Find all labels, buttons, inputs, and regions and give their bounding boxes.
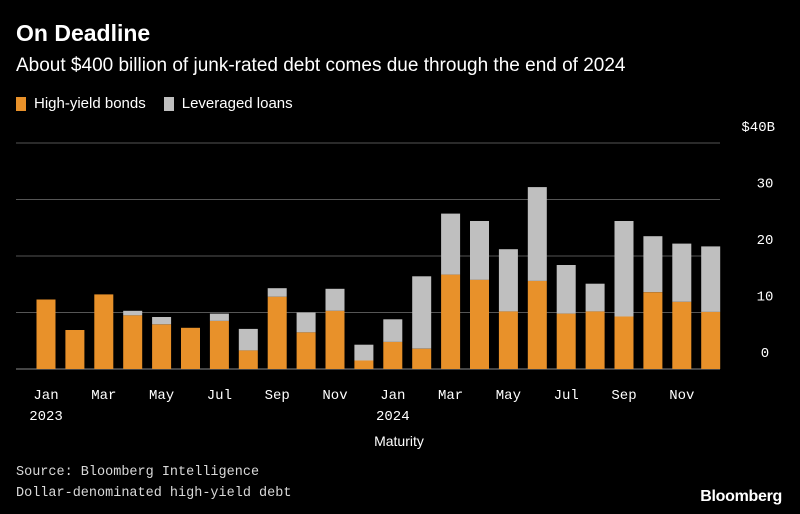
y-tick-label-30: 30	[757, 177, 774, 193]
bar-high-yield-bonds-4	[152, 324, 172, 369]
bar-leveraged-loans-9	[296, 312, 316, 333]
legend-item-leveraged-loans: Leveraged loans	[163, 95, 293, 112]
bar-high-yield-bonds-16	[498, 311, 518, 369]
bar-leveraged-loans-21	[643, 236, 663, 293]
bar-high-yield-bonds-7	[238, 350, 258, 369]
x-tick-label-22: Nov	[669, 388, 694, 404]
bar-high-yield-bonds-22	[672, 301, 692, 369]
bar-leveraged-loans-14	[441, 213, 461, 275]
bar-leveraged-loans-17	[527, 187, 547, 281]
bar-high-yield-bonds-5	[181, 327, 200, 369]
bar-high-yield-bonds-20	[614, 316, 634, 369]
x-tick-label-4: May	[149, 388, 174, 404]
legend-swatch-high-yield-bonds	[16, 96, 26, 111]
x-tick-label-20: Sep	[611, 388, 636, 404]
bar-high-yield-bonds-8	[267, 296, 287, 369]
x-tick-label-0: Jan	[33, 388, 58, 404]
bar-leveraged-loans-10	[325, 288, 345, 311]
bar-leveraged-loans-15	[470, 221, 489, 280]
bar-leveraged-loans-6	[209, 313, 229, 321]
bar-high-yield-bonds-15	[470, 279, 489, 369]
bar-high-yield-bonds-1	[65, 330, 85, 369]
bar-high-yield-bonds-3	[123, 315, 143, 369]
bars	[36, 187, 721, 369]
legend-label-leveraged-loans: Leveraged loans	[181, 95, 293, 112]
bar-leveraged-loans-4	[152, 317, 172, 325]
bar-high-yield-bonds-2	[94, 294, 114, 369]
y-axis-ticks: 0 10 20 30 $40B	[741, 120, 775, 362]
x-axis-title: Maturity	[374, 433, 424, 449]
y-tick-label-0: 0	[761, 346, 769, 362]
chart-title: On Deadline	[16, 20, 151, 46]
y-tick-label-40: $40B	[741, 120, 775, 136]
bloomberg-logo: Bloomberg	[700, 488, 782, 505]
x-tick-label-16: May	[496, 388, 521, 404]
x-tick-label-2: Mar	[91, 388, 116, 404]
x-axis-ticks: Jan 2023 Mar May Jul Sep Nov Jan 2024 Mar May Jul Se…	[29, 388, 694, 425]
x-tick-label-10: Nov	[322, 388, 347, 404]
bar-high-yield-bonds-11	[354, 360, 374, 369]
y-tick-label-20: 20	[757, 233, 774, 249]
bar-high-yield-bonds-12	[383, 341, 403, 369]
x-tick-label-14: Mar	[438, 388, 463, 404]
x-tick-label-12: Jan	[380, 388, 405, 404]
bar-high-yield-bonds-17	[527, 280, 547, 369]
bar-high-yield-bonds-19	[585, 311, 605, 369]
source-line-1: Source: Bloomberg Intelligence	[16, 465, 260, 480]
bar-leveraged-loans-13	[412, 276, 432, 349]
legend-item-high-yield-bonds: High-yield bonds	[16, 95, 146, 112]
bar-high-yield-bonds-18	[556, 313, 576, 369]
bar-leveraged-loans-8	[267, 288, 287, 297]
source-line-2: Dollar-denominated high-yield debt	[16, 486, 292, 501]
chart-legend: High-yield bonds Leveraged loans	[16, 95, 303, 112]
bar-leveraged-loans-3	[123, 310, 143, 316]
chart-subtitle: About $400 billion of junk-rated debt co…	[16, 55, 626, 76]
bar-leveraged-loans-19	[585, 283, 605, 312]
bar-leveraged-loans-22	[672, 243, 692, 302]
x-tick-label-6: Jul	[207, 388, 232, 404]
y-tick-label-10: 10	[757, 290, 774, 306]
bar-high-yield-bonds-21	[643, 292, 663, 369]
bar-high-yield-bonds-23	[701, 311, 721, 369]
x-tick-label-18: Jul	[554, 388, 579, 404]
x-tick-label-8: Sep	[265, 388, 290, 404]
x-tick-year-12: 2024	[376, 409, 410, 425]
legend-label-high-yield-bonds: High-yield bonds	[34, 95, 146, 112]
bar-leveraged-loans-20	[614, 221, 634, 317]
bar-leveraged-loans-18	[556, 265, 576, 314]
bar-high-yield-bonds-9	[296, 332, 316, 369]
bar-high-yield-bonds-13	[412, 348, 432, 369]
source-note: Source: Bloomberg Intelligence Dollar-de…	[16, 462, 291, 504]
bar-leveraged-loans-11	[354, 344, 374, 361]
x-tick-year-0: 2023	[29, 409, 63, 425]
bar-leveraged-loans-23	[701, 246, 721, 312]
bar-high-yield-bonds-10	[325, 310, 345, 369]
bar-high-yield-bonds-14	[441, 274, 461, 369]
gridlines	[16, 142, 720, 370]
bar-high-yield-bonds-6	[209, 321, 229, 369]
bar-high-yield-bonds-0	[36, 299, 56, 369]
legend-swatch-leveraged-loans	[163, 96, 174, 111]
bar-leveraged-loans-16	[498, 249, 518, 312]
bar-leveraged-loans-12	[383, 319, 403, 342]
bar-leveraged-loans-7	[238, 328, 258, 351]
